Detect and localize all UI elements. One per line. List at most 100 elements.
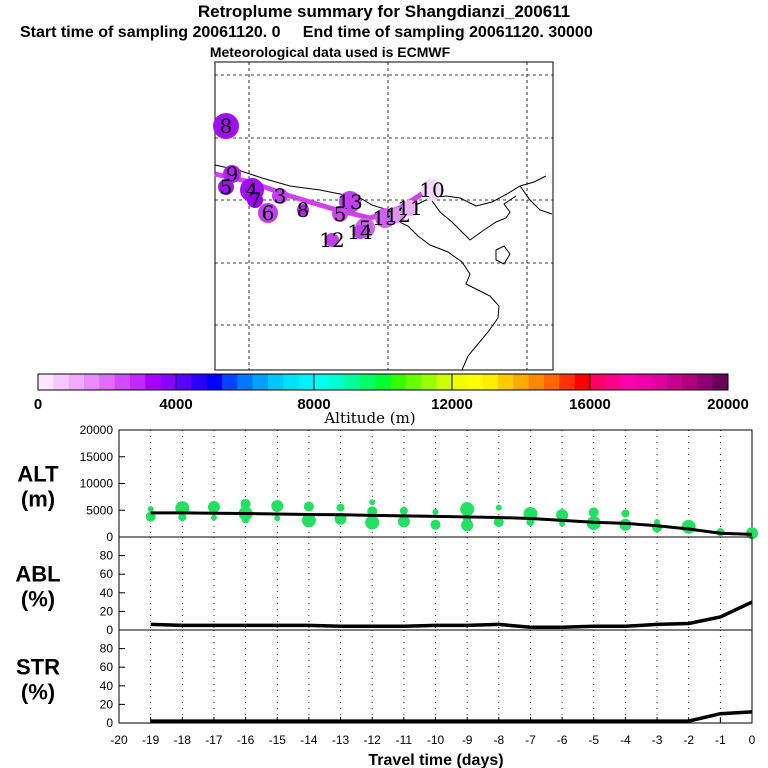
x-tick-label: -3	[652, 733, 663, 747]
sampling-time-line: Start time of sampling 20061120. 0 End t…	[20, 24, 593, 42]
y-tick-label: 20	[100, 604, 114, 618]
end-time-label: End time of sampling 20061120. 30000	[302, 24, 593, 41]
altitude-cluster-point	[495, 504, 502, 511]
altitude-cluster-point	[271, 499, 284, 512]
altitude-cluster-point	[303, 501, 314, 512]
altitude-cluster-point	[397, 515, 410, 528]
altitude-cluster-point	[147, 506, 154, 513]
colorbar-cell	[160, 374, 177, 390]
x-tick-label: -16	[237, 733, 255, 747]
altitude-cluster-point	[461, 519, 474, 532]
x-tick-label: -15	[269, 733, 287, 747]
panel-label-top: ABL	[15, 562, 60, 587]
panel-label-bottom: (%)	[21, 680, 55, 705]
x-axis-label: Travel time (days)	[368, 752, 503, 768]
y-tick-label: 0	[106, 716, 113, 730]
colorbar-cell	[176, 374, 192, 390]
panel-label-top: STR	[16, 655, 60, 680]
panel-abl: 80 60 40 20 0 ABL(%)	[15, 536, 753, 637]
panel-str: 80 60 40 20 0 STR(%)	[16, 629, 753, 730]
colorbar-cell	[712, 374, 729, 390]
colorbar-cell	[574, 374, 591, 390]
trajectory-cluster-dot	[213, 113, 239, 139]
colorbar-cell	[53, 374, 70, 390]
altitude-cluster-point	[556, 509, 569, 522]
y-tick-label: 20000	[80, 423, 114, 437]
altitude-cluster-point	[365, 515, 380, 530]
x-tick-label: -18	[174, 733, 192, 747]
x-tick-label: -11	[396, 733, 413, 747]
x-tick-label: -20	[110, 733, 128, 747]
colorbar-tick-label: 0	[34, 396, 42, 413]
trajectory-cluster-dot	[258, 203, 278, 223]
abl-line	[150, 600, 753, 629]
colorbar-cell	[421, 374, 438, 390]
altitude-cluster-point	[460, 502, 475, 517]
trajectory-cluster-label: 3	[274, 184, 287, 208]
colorbar-cell	[344, 374, 361, 390]
colorbar-tick-label: 4000	[159, 396, 192, 413]
met-data-label: Meteorological data used is ECMWF	[209, 44, 451, 60]
trajectory-cluster-dot	[247, 192, 263, 208]
y-tick-label: 5000	[86, 503, 113, 517]
x-tick-label: -7	[525, 733, 536, 747]
x-tick-label: -13	[332, 733, 350, 747]
colorbar-cell	[697, 374, 714, 390]
colorbar-cell	[360, 374, 376, 390]
altitude-cluster-point	[207, 501, 220, 514]
altitude-cluster-point	[301, 513, 316, 528]
y-tick-label: 80	[100, 642, 114, 656]
colorbar-cell	[390, 374, 407, 390]
trajectory-cluster-label: 11	[397, 196, 422, 220]
colorbar-cell	[636, 374, 652, 390]
trajectory-cluster-label: 5	[220, 175, 233, 199]
time-series-panels: 20000150001000050000ALT(m)806040200ABL(%…	[15, 423, 758, 747]
colorbar-cell	[329, 374, 346, 390]
colorbar-cell	[544, 374, 560, 390]
altitude-cluster-point	[336, 503, 345, 512]
colorbar-tick-label: 12000	[431, 396, 473, 413]
trajectory-cluster-dot	[375, 208, 395, 228]
colorbar-cell	[559, 374, 576, 390]
colorbar-cell	[452, 374, 468, 390]
altitude-cluster-point	[559, 520, 566, 527]
y-tick-label: 60	[100, 660, 114, 674]
colorbar-cell	[406, 374, 422, 390]
colorbar-cell	[191, 374, 208, 390]
colorbar-cell	[375, 374, 392, 390]
colorbar-cell	[314, 374, 330, 390]
colorbar-cell	[84, 374, 100, 390]
colorbar-cell	[528, 374, 545, 390]
str-line	[150, 710, 753, 723]
colorbar-cell	[268, 374, 284, 390]
start-time-label: Start time of sampling 20061120. 0	[20, 24, 281, 41]
colorbar: 0 4000 8000 12000 16000 20000 Altitude (m)	[34, 373, 749, 427]
map-grid	[215, 62, 553, 370]
colorbar-cell	[99, 374, 116, 390]
y-tick-label: 40	[100, 679, 114, 693]
colorbar-cell	[651, 374, 668, 390]
altitude-cluster-point	[621, 509, 630, 518]
y-tick-label: 0	[106, 623, 113, 637]
altitude-cluster-point	[432, 508, 439, 515]
altitude-cluster-point	[369, 499, 376, 506]
colorbar-cell	[498, 374, 514, 390]
x-tick-label: -5	[588, 733, 599, 747]
altitude-cluster-point	[681, 519, 696, 534]
x-tick-label: -19	[142, 733, 160, 747]
colorbar-cell	[436, 374, 453, 390]
colorbar-cell	[682, 374, 698, 390]
y-tick-label: 20	[100, 697, 114, 711]
colorbar-cell	[283, 374, 300, 390]
panel-frame	[118, 536, 753, 631]
y-tick-label: 10000	[80, 477, 114, 491]
colorbar-cell	[206, 374, 223, 390]
colorbar-cell	[237, 374, 254, 390]
trajectory-cluster-dot	[390, 207, 406, 223]
altitude-cluster-point	[240, 498, 251, 509]
x-tick-label: -10	[427, 733, 445, 747]
altitude-cluster-point	[241, 515, 250, 524]
trajectory-cluster-label: 8	[297, 198, 310, 222]
trajectory-cluster-dot	[332, 206, 348, 222]
y-tick-label: 15000	[80, 450, 114, 464]
